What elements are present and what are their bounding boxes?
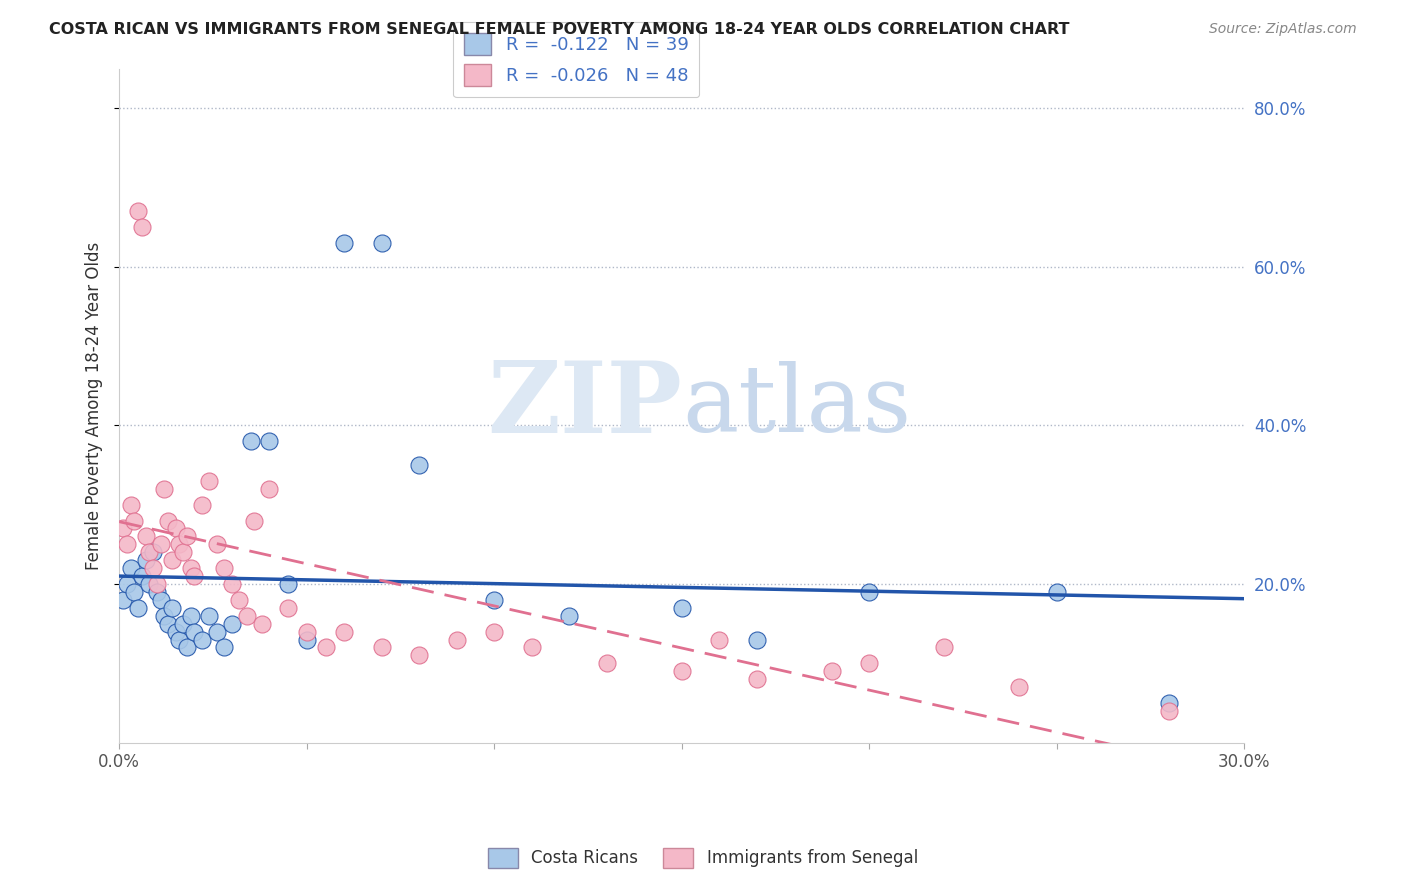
- Point: [191, 498, 214, 512]
- Point: [127, 204, 149, 219]
- Point: [858, 657, 880, 671]
- Point: [295, 624, 318, 639]
- Point: [596, 657, 619, 671]
- Point: [484, 624, 506, 639]
- Point: [408, 458, 430, 472]
- Point: [205, 624, 228, 639]
- Point: [408, 648, 430, 663]
- Point: [172, 616, 194, 631]
- Point: [157, 514, 180, 528]
- Y-axis label: Female Poverty Among 18-24 Year Olds: Female Poverty Among 18-24 Year Olds: [86, 242, 103, 570]
- Point: [243, 514, 266, 528]
- Point: [138, 545, 160, 559]
- Point: [239, 434, 262, 449]
- Point: [221, 616, 243, 631]
- Point: [115, 577, 138, 591]
- Point: [745, 632, 768, 647]
- Point: [198, 608, 221, 623]
- Point: [858, 585, 880, 599]
- Point: [315, 640, 337, 655]
- Point: [558, 608, 581, 623]
- Point: [135, 553, 157, 567]
- Point: [157, 616, 180, 631]
- Point: [149, 592, 172, 607]
- Point: [127, 600, 149, 615]
- Point: [131, 569, 153, 583]
- Point: [236, 608, 259, 623]
- Point: [671, 600, 693, 615]
- Point: [333, 235, 356, 250]
- Point: [146, 585, 169, 599]
- Point: [176, 529, 198, 543]
- Point: [259, 482, 281, 496]
- Point: [180, 608, 202, 623]
- Point: [135, 529, 157, 543]
- Point: [484, 592, 506, 607]
- Point: [205, 537, 228, 551]
- Point: [169, 632, 191, 647]
- Point: [138, 577, 160, 591]
- Point: [333, 624, 356, 639]
- Point: [160, 553, 183, 567]
- Point: [745, 672, 768, 686]
- Point: [111, 592, 134, 607]
- Point: [183, 569, 205, 583]
- Point: [146, 577, 169, 591]
- Point: [934, 640, 956, 655]
- Point: [120, 561, 142, 575]
- Point: [160, 600, 183, 615]
- Point: [183, 624, 205, 639]
- Point: [124, 514, 146, 528]
- Point: [198, 474, 221, 488]
- Point: [295, 632, 318, 647]
- Text: atlas: atlas: [682, 360, 911, 450]
- Point: [131, 220, 153, 235]
- Text: ZIP: ZIP: [486, 357, 682, 454]
- Text: COSTA RICAN VS IMMIGRANTS FROM SENEGAL FEMALE POVERTY AMONG 18-24 YEAR OLDS CORR: COSTA RICAN VS IMMIGRANTS FROM SENEGAL F…: [49, 22, 1070, 37]
- Point: [124, 585, 146, 599]
- Point: [176, 640, 198, 655]
- Point: [214, 561, 236, 575]
- Point: [259, 434, 281, 449]
- Point: [153, 482, 176, 496]
- Point: [221, 577, 243, 591]
- Point: [1046, 585, 1069, 599]
- Point: [446, 632, 468, 647]
- Point: [153, 608, 176, 623]
- Point: [671, 665, 693, 679]
- Point: [115, 537, 138, 551]
- Point: [228, 592, 250, 607]
- Point: [709, 632, 731, 647]
- Point: [214, 640, 236, 655]
- Text: Source: ZipAtlas.com: Source: ZipAtlas.com: [1209, 22, 1357, 37]
- Point: [142, 545, 165, 559]
- Point: [277, 577, 299, 591]
- Point: [172, 545, 194, 559]
- Point: [120, 498, 142, 512]
- Legend: Costa Ricans, Immigrants from Senegal: Costa Ricans, Immigrants from Senegal: [481, 841, 925, 875]
- Point: [520, 640, 543, 655]
- Point: [250, 616, 273, 631]
- Point: [371, 640, 394, 655]
- Point: [111, 521, 134, 535]
- Point: [821, 665, 844, 679]
- Point: [169, 537, 191, 551]
- Point: [1159, 696, 1181, 710]
- Point: [371, 235, 394, 250]
- Point: [1008, 680, 1031, 694]
- Point: [277, 600, 299, 615]
- Point: [180, 561, 202, 575]
- Point: [149, 537, 172, 551]
- Point: [191, 632, 214, 647]
- Point: [1159, 704, 1181, 718]
- Point: [165, 521, 187, 535]
- Point: [165, 624, 187, 639]
- Point: [142, 561, 165, 575]
